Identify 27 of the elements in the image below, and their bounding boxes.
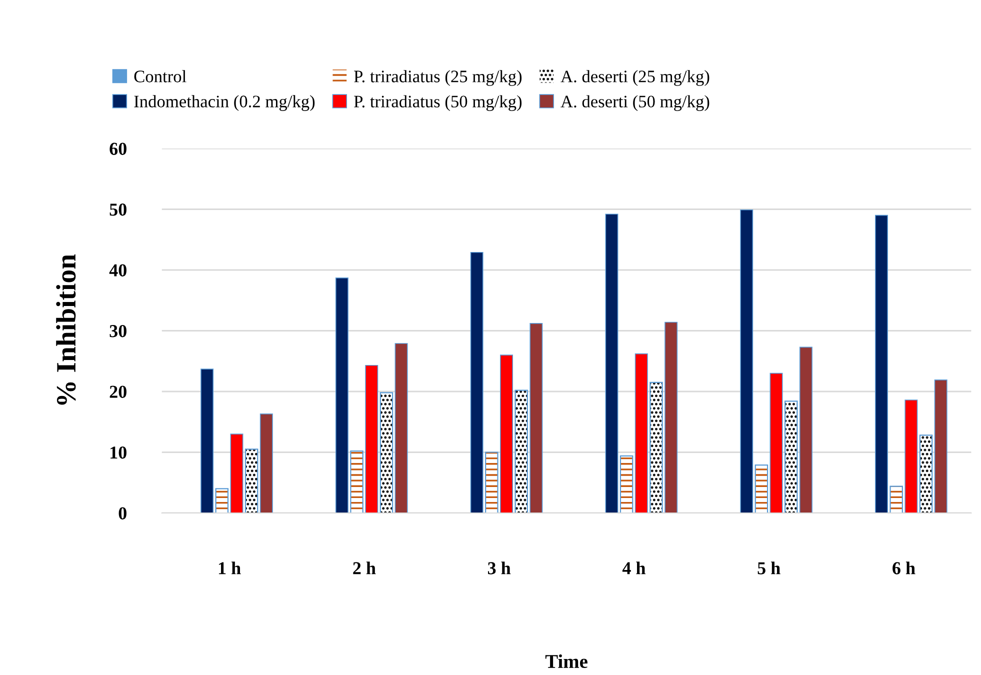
legend-label: Control	[134, 70, 186, 82]
y-tick-label: 0	[118, 507, 126, 520]
x-tick-label: 2 h	[353, 562, 376, 574]
y-axis-title: % Inhibition	[56, 254, 76, 405]
x-axis-title: Time	[545, 654, 588, 668]
legend-label: A. deserti (50 mg/kg)	[560, 95, 710, 112]
x-tick-label: 6 h	[892, 562, 916, 574]
legend-label: P. triradiatus (50 mg/kg)	[354, 95, 522, 112]
y-tick-label: 20	[110, 386, 126, 398]
bar	[740, 209, 754, 513]
legend-label: P. triradiatus (25 mg/kg)	[354, 70, 522, 86]
y-tick-label: 50	[110, 204, 126, 216]
y-tick-label: 40	[109, 264, 126, 276]
x-tick-label: 4 h	[622, 562, 646, 574]
y-tick-label: 60	[110, 142, 126, 155]
legend-label: Indomethacin (0.2 mg/kg)	[134, 95, 315, 111]
bar	[200, 368, 214, 513]
x-tick-label: 1 h	[218, 562, 241, 574]
y-tick-label: 30	[110, 325, 126, 338]
x-tick-label: 3 h	[488, 562, 511, 574]
bar	[260, 414, 273, 513]
bar	[605, 214, 618, 513]
y-tick-label: 10	[110, 446, 126, 459]
bar	[394, 343, 408, 513]
legend-label: A. deserti (25 mg/kg)	[560, 70, 710, 86]
x-tick-label: 5 h	[758, 562, 780, 574]
bar	[934, 380, 948, 513]
